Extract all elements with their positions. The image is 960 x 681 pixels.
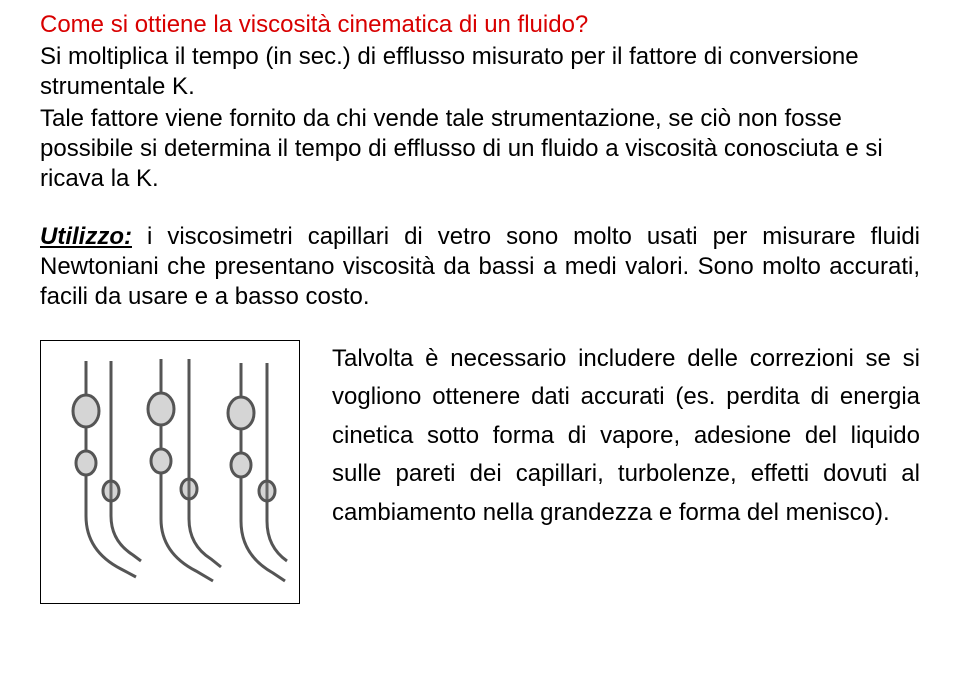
document-page: Come si ottiene la viscosità cinematica … [0, 0, 960, 604]
final-paragraph: Talvolta è necessario includere delle co… [332, 340, 920, 604]
usage-paragraph: Utilizzo: i viscosimetri capillari di ve… [40, 222, 920, 312]
two-column-row: Talvolta è necessario includere delle co… [40, 340, 920, 604]
viscometer-figure [40, 340, 300, 604]
paragraph-1: Si moltiplica il tempo (in sec.) di effl… [40, 42, 920, 102]
viscometer-svg [41, 341, 299, 603]
question-heading: Come si ottiene la viscosità cinematica … [40, 10, 920, 40]
paragraph-2: Tale fattore viene fornito da chi vende … [40, 104, 920, 194]
usage-label: Utilizzo: [40, 223, 132, 250]
usage-text: i viscosimetri capillari di vetro sono m… [40, 223, 920, 310]
